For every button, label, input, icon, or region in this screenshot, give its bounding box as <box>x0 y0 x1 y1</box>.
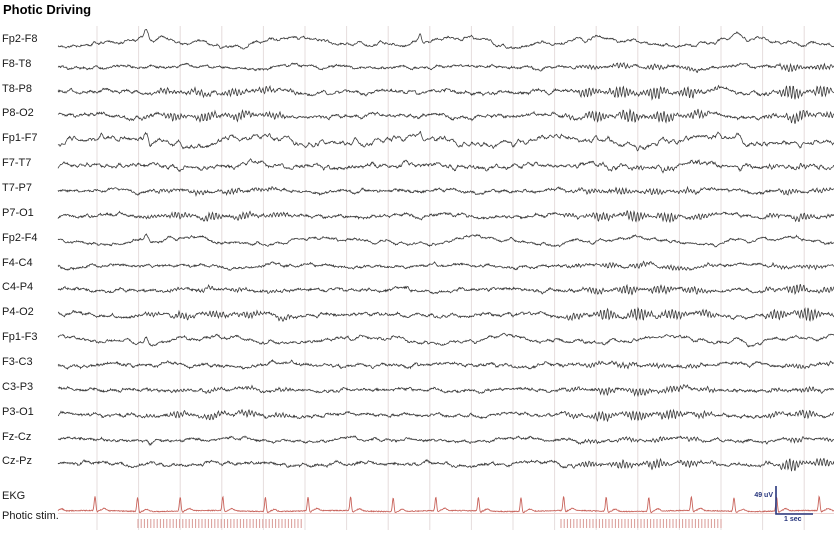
eeg-trace-Fp1-F3 <box>57 332 834 348</box>
calibration-scalebar <box>775 486 813 515</box>
eeg-trace-T8-P8 <box>57 84 834 101</box>
channel-label-F3-C3: F3-C3 <box>2 356 33 368</box>
eeg-trace-F7-T7 <box>57 158 834 174</box>
channel-label-T8-P8: T8-P8 <box>2 83 32 95</box>
second-gridlines <box>96 26 805 530</box>
eeg-traces <box>57 29 834 472</box>
eeg-trace-F4-C4 <box>57 260 834 272</box>
calibration-voltage-label: 49 uV <box>754 492 773 499</box>
photic-stim-ticks <box>137 519 722 528</box>
eeg-trace-C4-P4 <box>57 283 834 296</box>
channel-label-Fp2-F8: Fp2-F8 <box>2 33 38 45</box>
eeg-trace-F3-C3 <box>57 359 834 370</box>
channel-label-Fp1-F7: Fp1-F7 <box>2 132 38 144</box>
channel-label-C4-P4: C4-P4 <box>2 281 34 293</box>
figure-title: Photic Driving <box>3 2 92 17</box>
eeg-trace-Fp2-F8 <box>57 29 834 50</box>
channel-label-T7-P7: T7-P7 <box>2 182 32 194</box>
channel-label-Cz-Pz: Cz-Pz <box>2 455 32 467</box>
eeg-trace-P8-O2 <box>57 108 834 124</box>
calibration-time-label: 1 sec <box>784 516 802 523</box>
channel-label-F4-C4: F4-C4 <box>2 257 33 269</box>
eeg-trace-Fz-Cz <box>57 435 834 447</box>
channel-label-F7-T7: F7-T7 <box>2 157 32 169</box>
channel-label-Fp1-F3: Fp1-F3 <box>2 331 38 343</box>
channel-label-Fp2-F4: Fp2-F4 <box>2 232 38 244</box>
eeg-trace-P7-O1 <box>57 209 834 223</box>
eeg-trace-P3-O1 <box>57 408 834 422</box>
channel-label-P8-O2: P8-O2 <box>2 107 34 119</box>
channel-label-Fz-Cz: Fz-Cz <box>2 431 32 443</box>
eeg-trace-F8-T8 <box>57 62 834 74</box>
eeg-trace-Cz-Pz <box>57 457 834 472</box>
channel-label-photic-stim: Photic stim. <box>2 510 59 522</box>
eeg-trace-Fp2-F4 <box>57 233 834 248</box>
channel-label-P4-O2: P4-O2 <box>2 306 34 318</box>
channel-label-F8-T8: F8-T8 <box>2 58 32 70</box>
eeg-trace-P4-O2 <box>57 306 834 322</box>
channel-label-C3-P3: C3-P3 <box>2 381 34 393</box>
ekg-trace <box>57 495 834 514</box>
eeg-trace-Fp1-F7 <box>57 130 834 152</box>
channel-label-EKG: EKG <box>2 490 26 502</box>
channel-label-P7-O1: P7-O1 <box>2 207 34 219</box>
channel-label-P3-O1: P3-O1 <box>2 406 34 418</box>
eeg-trace-T7-P7 <box>57 185 834 197</box>
eeg-trace-C3-P3 <box>57 384 834 398</box>
